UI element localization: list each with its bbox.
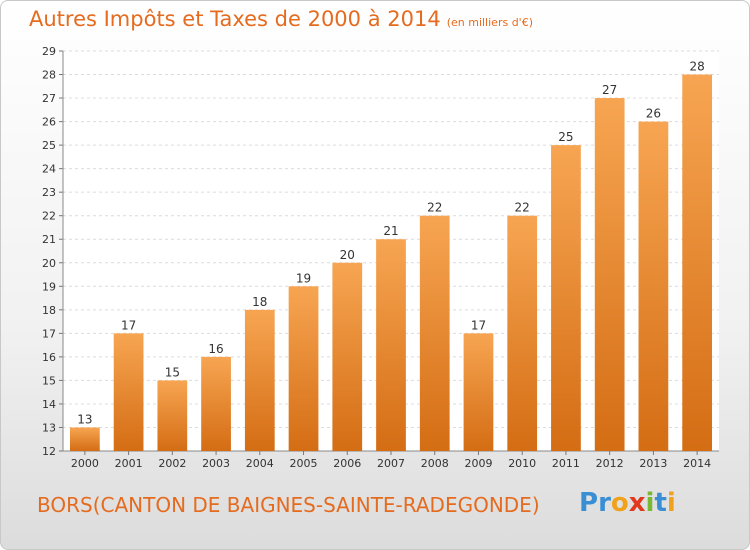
y-tick-label: 19 bbox=[42, 280, 56, 293]
data-label-2009: 17 bbox=[471, 318, 486, 332]
data-label-2000: 13 bbox=[77, 412, 92, 426]
bar-2014 bbox=[682, 74, 713, 451]
x-tick-label-2011: 2011 bbox=[552, 457, 580, 470]
y-tick-label: 16 bbox=[42, 351, 56, 364]
y-tick-label: 25 bbox=[42, 139, 56, 152]
data-label-2010: 22 bbox=[515, 201, 530, 215]
data-label-2008: 22 bbox=[427, 201, 442, 215]
logo-letter: o bbox=[610, 488, 629, 518]
data-label-2012: 27 bbox=[602, 83, 617, 97]
x-tick-label-2014: 2014 bbox=[683, 457, 711, 470]
logo-letter: i bbox=[645, 488, 655, 518]
y-tick-label: 22 bbox=[42, 210, 56, 223]
x-tick-label-2007: 2007 bbox=[377, 457, 405, 470]
bar-2004 bbox=[244, 309, 275, 451]
bar-2010 bbox=[507, 215, 538, 451]
data-label-2005: 19 bbox=[296, 271, 311, 285]
bar-2009 bbox=[463, 333, 494, 451]
y-tick-label: 20 bbox=[42, 257, 56, 270]
logo-letter: t bbox=[654, 488, 667, 518]
x-tick-label-2008: 2008 bbox=[421, 457, 449, 470]
y-tick-label: 23 bbox=[42, 186, 56, 199]
data-label-2004: 18 bbox=[252, 295, 267, 309]
y-tick-label: 28 bbox=[42, 69, 56, 82]
proxiti-logo: Proxiti bbox=[579, 488, 676, 518]
x-tick-label-2000: 2000 bbox=[71, 457, 99, 470]
commune-name: BORS(CANTON DE BAIGNES-SAINTE-RADEGONDE) bbox=[37, 493, 540, 517]
x-tick-label-2006: 2006 bbox=[333, 457, 361, 470]
y-tick-label: 26 bbox=[42, 116, 56, 129]
y-tick-label: 15 bbox=[42, 374, 56, 387]
bar-2001 bbox=[113, 333, 144, 451]
data-label-2013: 26 bbox=[646, 107, 661, 121]
bar-2011 bbox=[551, 145, 581, 451]
logo-letter: r bbox=[598, 488, 611, 518]
logo-letter: i bbox=[666, 488, 676, 518]
data-label-2002: 15 bbox=[165, 365, 180, 379]
x-tick-label-2001: 2001 bbox=[115, 457, 143, 470]
chart-title-unit: (en milliers d'€) bbox=[446, 16, 533, 29]
chart-title-text: Autres Impôts et Taxes de 2000 à 2014 bbox=[29, 7, 441, 31]
bar-2008 bbox=[419, 215, 450, 451]
x-tick-label-2012: 2012 bbox=[596, 457, 624, 470]
logo-letter: x bbox=[628, 488, 646, 518]
y-tick-label: 18 bbox=[42, 304, 56, 317]
bar-2006 bbox=[332, 262, 363, 451]
x-tick-label-2005: 2005 bbox=[290, 457, 318, 470]
bar-2007 bbox=[376, 239, 406, 451]
data-label-2007: 21 bbox=[383, 224, 398, 238]
y-tick-label: 14 bbox=[42, 398, 56, 411]
y-tick-label: 24 bbox=[42, 163, 56, 176]
y-tick-label: 27 bbox=[42, 92, 56, 105]
y-tick-label: 17 bbox=[42, 327, 56, 340]
x-tick-label-2003: 2003 bbox=[202, 457, 230, 470]
data-label-2001: 17 bbox=[121, 318, 136, 332]
data-label-2011: 25 bbox=[558, 130, 573, 144]
y-tick-label: 12 bbox=[42, 445, 56, 458]
bar-2000 bbox=[69, 427, 100, 451]
y-tick-label: 13 bbox=[42, 421, 56, 434]
bar-2005 bbox=[288, 286, 319, 451]
bar-2012 bbox=[594, 98, 625, 451]
chart-title: Autres Impôts et Taxes de 2000 à 2014 (en… bbox=[29, 7, 533, 31]
y-tick-label: 21 bbox=[42, 233, 56, 246]
x-tick-label-2010: 2010 bbox=[508, 457, 536, 470]
data-label-2014: 28 bbox=[689, 60, 704, 74]
x-tick-label-2002: 2002 bbox=[158, 457, 186, 470]
data-label-2003: 16 bbox=[208, 342, 223, 356]
data-label-2006: 20 bbox=[340, 248, 355, 262]
y-tick-label: 29 bbox=[42, 45, 56, 58]
bar-2002 bbox=[157, 380, 188, 451]
bar-2003 bbox=[201, 356, 231, 451]
x-tick-label-2009: 2009 bbox=[464, 457, 492, 470]
x-tick-label-2004: 2004 bbox=[246, 457, 274, 470]
logo-letter: P bbox=[579, 488, 599, 518]
x-tick-label-2013: 2013 bbox=[639, 457, 667, 470]
bar-2013 bbox=[638, 121, 669, 452]
